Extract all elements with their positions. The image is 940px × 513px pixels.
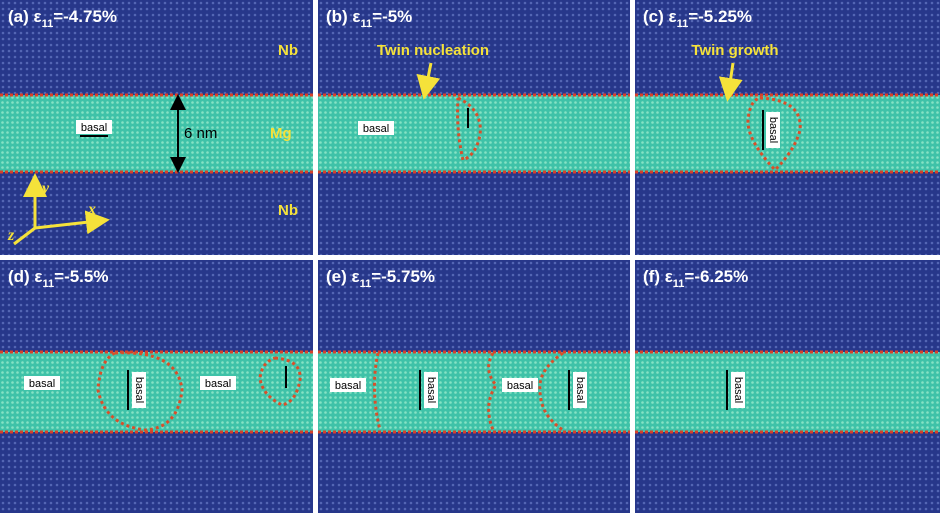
- axis-label: x: [87, 201, 96, 218]
- mg-layer: [635, 352, 940, 432]
- mg-label: Mg: [270, 125, 292, 142]
- basal-label: basal: [133, 377, 145, 403]
- basal-label: basal: [574, 377, 586, 403]
- panel: (a) ε11=-4.75% basal 6 nm Mg Nb Nb y x z: [0, 0, 313, 255]
- thickness-label: 6 nm: [184, 125, 217, 142]
- basal-label: basal: [335, 380, 361, 392]
- basal-label: basal: [81, 122, 107, 134]
- axis-label: z: [7, 227, 15, 244]
- mg-layer: [0, 95, 313, 172]
- nb-label: Nb: [278, 202, 298, 219]
- nb-label: Nb: [278, 42, 298, 59]
- annotation: Twin nucleation: [377, 42, 489, 59]
- panel: (f) ε11=-6.25% basal: [635, 260, 940, 513]
- panel: (b) ε11=-5% basal Twin nucleation: [318, 0, 630, 255]
- figure: (a) ε11=-4.75% basal 6 nm Mg Nb Nb y x z…: [0, 0, 940, 513]
- panel: (d) ε11=-5.5% basal basal basal: [0, 260, 313, 513]
- axis-label: y: [40, 180, 50, 197]
- basal-label: basal: [425, 377, 437, 403]
- mg-layer: [635, 95, 940, 172]
- basal-label: basal: [507, 380, 533, 392]
- panel: (e) ε11=-5.75% basal basal basal basal: [318, 260, 630, 513]
- basal-label: basal: [732, 377, 744, 403]
- panel: (c) ε11=-5.25% Twin growth basal: [635, 0, 940, 255]
- basal-label: basal: [767, 117, 779, 143]
- annotation: Twin growth: [691, 42, 778, 59]
- basal-label: basal: [205, 378, 231, 390]
- basal-label: basal: [363, 123, 389, 135]
- basal-label: basal: [29, 378, 55, 390]
